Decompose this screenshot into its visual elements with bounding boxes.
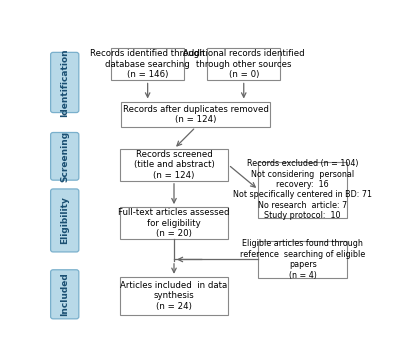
FancyBboxPatch shape — [51, 52, 79, 113]
FancyBboxPatch shape — [258, 241, 347, 278]
Text: Articles included  in data
synthesis
(n = 24): Articles included in data synthesis (n =… — [120, 281, 228, 311]
FancyBboxPatch shape — [120, 207, 228, 239]
Text: Records identified through
database searching
(n = 146): Records identified through database sear… — [90, 50, 205, 79]
Text: Additional records identified
through other sources
(n = 0): Additional records identified through ot… — [183, 50, 304, 79]
FancyBboxPatch shape — [51, 189, 79, 252]
Text: Included: Included — [60, 273, 69, 316]
Text: Records screened
(title and abstract)
(n = 124): Records screened (title and abstract) (n… — [134, 150, 214, 180]
Text: Eligible articles found through
reference  searching of eligible
papers
(n = 4): Eligible articles found through referenc… — [240, 239, 365, 279]
FancyBboxPatch shape — [51, 132, 79, 180]
FancyBboxPatch shape — [207, 48, 280, 80]
Text: Records excluded (n = 104)
Not considering  personal
recovery:  16
Not specifica: Records excluded (n = 104) Not consideri… — [233, 159, 372, 220]
FancyBboxPatch shape — [51, 270, 79, 319]
FancyBboxPatch shape — [120, 149, 228, 181]
FancyBboxPatch shape — [111, 48, 184, 80]
FancyBboxPatch shape — [121, 102, 270, 127]
Text: Records after duplicates removed
(n = 124): Records after duplicates removed (n = 12… — [123, 105, 269, 124]
Text: Full-text articles assessed
for eligibility
(n = 20): Full-text articles assessed for eligibil… — [118, 208, 230, 238]
Text: Screening: Screening — [60, 131, 69, 182]
FancyBboxPatch shape — [258, 162, 347, 218]
Text: Identification: Identification — [60, 48, 69, 117]
FancyBboxPatch shape — [120, 277, 228, 315]
Text: Eligibility: Eligibility — [60, 197, 69, 244]
